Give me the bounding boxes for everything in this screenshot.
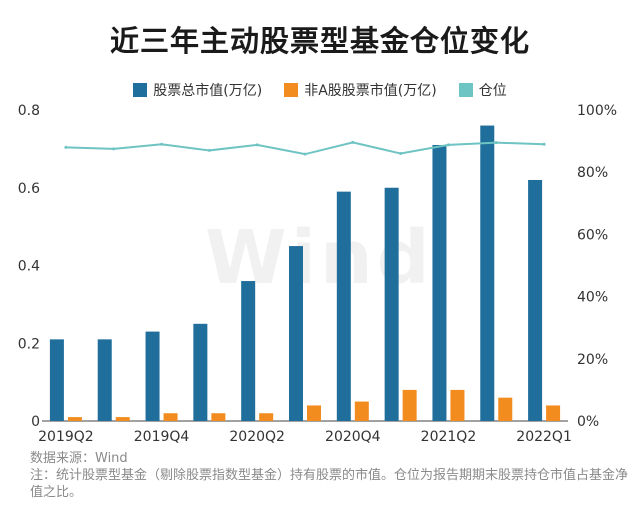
bar-total-market-value xyxy=(384,187,399,421)
bar-non-a-share xyxy=(211,413,226,421)
y-right-tick-label: 100% xyxy=(577,103,617,119)
y-right-tick-label: 40% xyxy=(577,290,608,306)
bar-non-a-share xyxy=(163,413,178,421)
bar-total-market-value xyxy=(97,339,112,421)
bar-non-a-share xyxy=(546,405,561,421)
legend-item-total-market-value: 股票总市值(万亿) xyxy=(133,80,262,100)
point-position xyxy=(64,145,68,149)
bar-total-market-value xyxy=(480,125,495,422)
legend-label-total: 股票总市值(万亿) xyxy=(153,83,263,99)
point-position xyxy=(399,152,403,156)
point-position xyxy=(160,142,164,146)
point-position xyxy=(207,148,211,152)
bar-total-market-value xyxy=(145,331,160,421)
legend-swatch-non-a xyxy=(284,83,299,97)
bar-total-market-value xyxy=(528,179,543,421)
legend-item-position: 仓位 xyxy=(458,80,507,100)
bar-non-a-share xyxy=(498,397,513,421)
bar-total-market-value xyxy=(432,144,447,422)
point-position xyxy=(446,143,450,147)
y-right-tick-label: 80% xyxy=(577,165,608,181)
bar-non-a-share xyxy=(450,389,465,421)
bar-non-a-share xyxy=(67,417,82,421)
bar-total-market-value xyxy=(193,323,208,421)
y-left-tick-label: 0 xyxy=(31,414,40,430)
x-tick-label: 2020Q4 xyxy=(325,429,381,445)
chart-title: 近三年主动股票型基金仓位变化 xyxy=(109,24,530,58)
y-left-tick-label: 0.4 xyxy=(18,259,40,275)
bar-non-a-share xyxy=(402,389,417,421)
x-tick-label: 2020Q2 xyxy=(229,429,285,445)
bar-total-market-value xyxy=(289,246,303,421)
bar-total-market-value xyxy=(336,191,351,421)
source-note: 数据来源：Wind xyxy=(30,451,128,466)
bar-non-a-share xyxy=(115,417,130,421)
x-tick-label: 2019Q2 xyxy=(38,429,94,445)
y-left-tick-label: 0.8 xyxy=(18,103,40,119)
bar-total-market-value xyxy=(241,281,256,421)
footnote: 注：统计股票型基金（剔除股票指数型基金）持有股票的市值。仓位为报告期期末股票持仓… xyxy=(30,468,629,500)
y-left-tick-label: 0.2 xyxy=(18,336,40,352)
x-tick-label: 2022Q1 xyxy=(516,429,572,445)
bar-non-a-share xyxy=(354,401,369,421)
legend-label-non-a: 非A股股票市值(万亿) xyxy=(304,83,437,99)
legend-label-position: 仓位 xyxy=(478,83,507,99)
x-tick-label: 2019Q4 xyxy=(134,429,190,445)
x-tick-label: 2021Q2 xyxy=(421,429,477,445)
point-position xyxy=(542,142,546,146)
legend-swatch-total xyxy=(133,83,148,97)
point-position xyxy=(303,152,307,156)
legend-item-non-a-share: 非A股股票市值(万亿) xyxy=(284,80,437,100)
point-position xyxy=(351,140,355,144)
legend-swatch-position xyxy=(458,83,473,97)
chart-notes: 数据来源：Wind 注：统计股票型基金（剔除股票指数型基金）持有股票的市值。仓位… xyxy=(30,450,630,501)
y-right-tick-label: 20% xyxy=(577,352,608,368)
bar-non-a-share xyxy=(259,413,274,421)
point-position xyxy=(255,143,259,147)
y-right-tick-label: 60% xyxy=(577,227,608,243)
line-position xyxy=(65,141,545,156)
y-left-tick-label: 0.6 xyxy=(18,181,40,197)
bar-total-market-value xyxy=(49,339,64,421)
bar-non-a-share xyxy=(307,405,321,421)
chart-legend: 股票总市值(万亿) 非A股股票市值(万亿) 仓位 xyxy=(0,80,640,100)
point-position xyxy=(112,147,116,151)
chart-canvas: 0 0.2 0.4 0.6 0.8 0% 20% 40% 60% 80% 100% 2019Q2 201… xyxy=(18,103,617,445)
y-right-tick-label: 0% xyxy=(577,414,599,430)
point-position xyxy=(494,141,498,145)
